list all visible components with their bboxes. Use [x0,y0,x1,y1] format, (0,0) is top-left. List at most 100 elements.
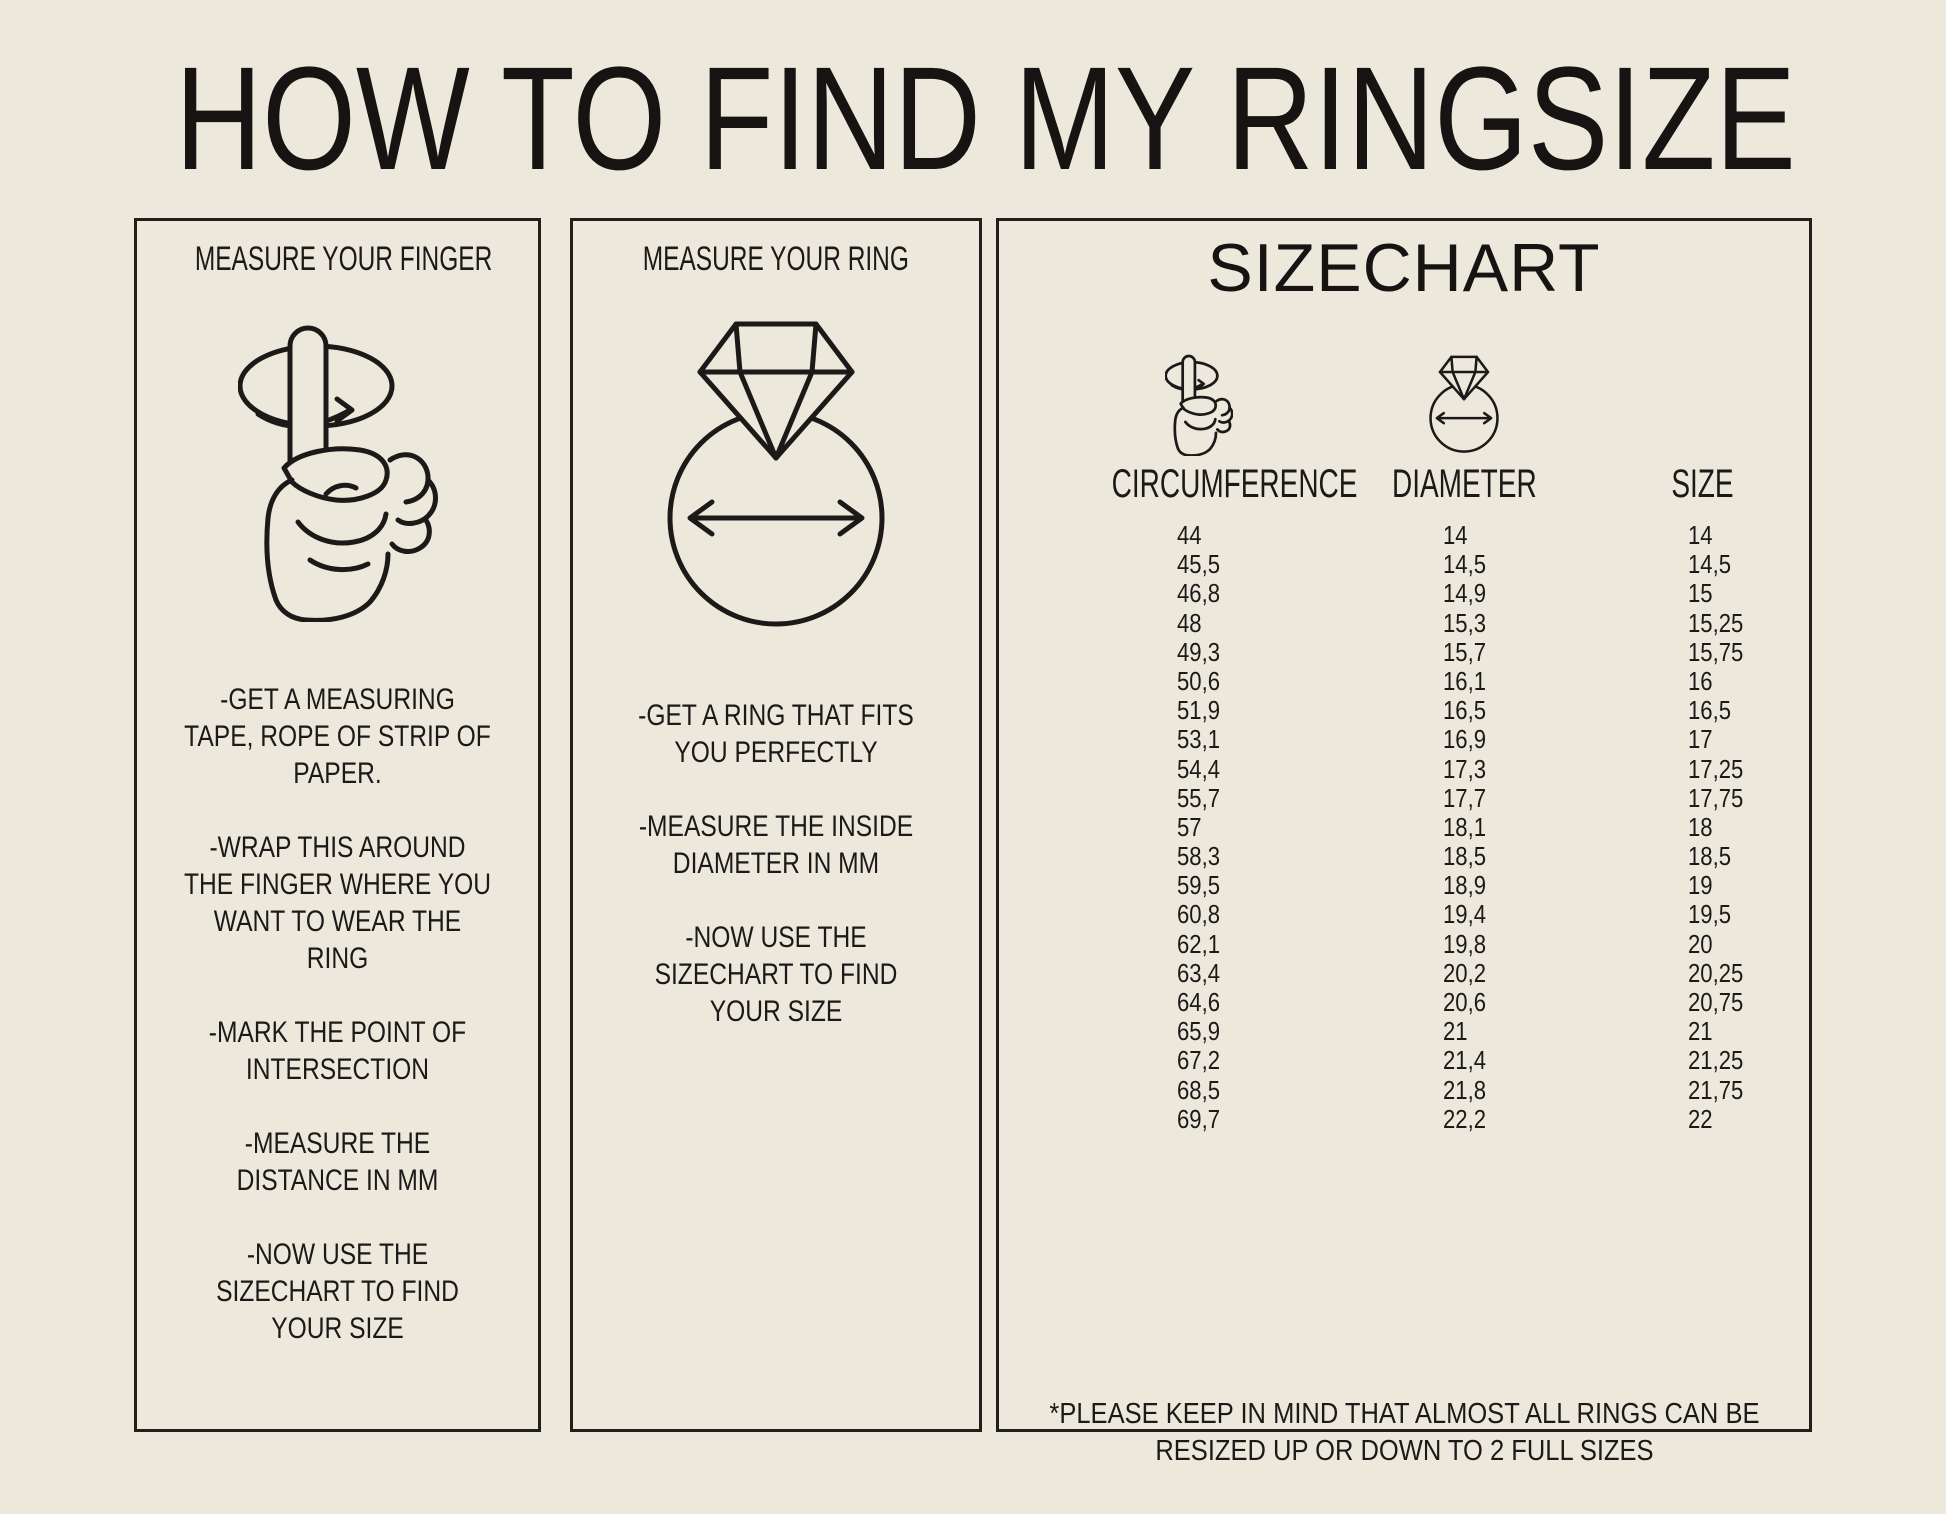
measure-finger-panel: MEASURE YOUR FINGER -GET [134,218,541,1432]
table-row: 65,9 21 21 [999,1016,1809,1047]
diameter-cell: 21,4 [1443,1045,1487,1076]
resize-footnote: *PLEASE KEEP IN MIND THAT ALMOST ALL RIN… [1048,1398,1760,1467]
finger-step-5: -NOW USE THE SIZECHART TO FIND YOUR SIZE [216,1238,459,1345]
circumference-icon-cell [1059,354,1339,456]
measure-finger-heading: MEASURE YOUR FINGER [194,240,493,278]
circumference-cell: 60,8 [1177,899,1221,930]
sizechart-column-icons [999,354,1809,456]
circumference-cell: 65,9 [1177,1016,1221,1047]
circumference-header: CIRCUMFERENCE [1111,462,1358,506]
size-cell: 15 [1688,578,1713,609]
diameter-cell: 16,5 [1443,695,1487,726]
ring-steps: -GET A RING THAT FITS YOU PERFECTLY -MEA… [573,697,979,1067]
size-cell: 17 [1688,724,1713,755]
size-cell: 15,25 [1688,607,1744,638]
size-cell: 19,5 [1688,899,1732,930]
size-cell: 15,75 [1688,636,1744,667]
table-row: 48 15,3 15,25 [999,607,1809,638]
circumference-cell: 46,8 [1177,578,1221,609]
circumference-cell: 63,4 [1177,957,1221,988]
table-row: 54,4 17,3 17,25 [999,753,1809,784]
diamond-ring-icon-small [1429,355,1499,453]
diameter-cell: 15,3 [1443,607,1487,638]
size-header: SIZE [1670,462,1734,506]
diameter-cell: 17,3 [1443,753,1487,784]
circumference-cell: 48 [1177,607,1202,638]
measure-ring-heading: MEASURE YOUR RING [642,240,910,278]
size-cell: 17,75 [1688,782,1744,813]
size-cell: 18 [1688,811,1713,842]
sizechart-panel: SIZECHART [996,218,1815,1467]
diameter-cell: 14,5 [1443,549,1487,580]
table-row: 45,5 14,5 14,5 [999,549,1809,580]
diamond-ring-icon [667,321,885,627]
diameter-cell: 14 [1443,520,1468,550]
table-row: 59,5 18,9 19 [999,871,1809,900]
diameter-cell: 16,9 [1443,724,1487,755]
circumference-cell: 62,1 [1177,928,1221,959]
finger-step-3: -MARK THE POINT OF INTERSECTION [208,1016,467,1086]
diameter-cell: 18,9 [1443,870,1487,901]
diameter-cell: 16,1 [1443,665,1487,696]
sizechart-heading: SIZECHART [1207,230,1601,306]
finger-steps: -GET A MEASURING TAPE, ROPE OF STRIP OF … [137,681,538,1384]
circumference-cell: 59,5 [1177,870,1221,901]
table-row: 63,4 20,2 20,25 [999,957,1809,988]
table-row: 50,6 16,1 16 [999,665,1809,696]
table-row: 53,1 16,9 17 [999,725,1809,754]
diameter-header: DIAMETER [1391,462,1537,506]
table-row: 68,5 21,8 21,75 [999,1074,1809,1105]
finger-wrap-illustration [137,322,538,622]
table-row: 62,1 19,8 20 [999,928,1809,959]
size-cell: 20,75 [1688,987,1744,1017]
finger-step-2: -WRAP THIS AROUND THE FINGER WHERE YOU W… [183,831,492,975]
ring-diameter-illustration [573,318,979,638]
table-row: 44 14 14 [999,520,1809,550]
table-row: 64,6 20,6 20,75 [999,987,1809,1017]
hand-measuring-tape-icon [237,325,438,622]
size-cell: 20,25 [1688,957,1744,988]
table-row: 57 18,1 18 [999,811,1809,842]
table-row: 51,9 16,5 16,5 [999,695,1809,726]
circumference-cell: 51,9 [1177,695,1221,726]
table-row: 46,8 14,9 15 [999,579,1809,608]
size-cell: 22 [1688,1103,1713,1134]
hand-measuring-tape-icon-small [1165,354,1233,456]
diameter-cell: 14,9 [1443,578,1487,609]
circumference-cell: 53,1 [1177,724,1221,755]
circumference-header-cell: CIRCUMFERENCE [1059,461,1358,507]
circumference-cell: 55,7 [1177,782,1221,813]
size-cell: 19 [1688,870,1713,901]
finger-step-4: -MEASURE THE DISTANCE IN MM [236,1127,439,1197]
size-icon-cell [1589,354,1815,456]
table-row: 49,3 15,7 15,75 [999,636,1809,667]
size-cell: 21 [1688,1016,1713,1047]
circumference-cell: 58,3 [1177,841,1221,872]
page-title: HOW TO FIND MY RINGSIZE [175,37,1796,201]
size-cell: 17,25 [1688,753,1744,784]
finger-step-1: -GET A MEASURING TAPE, ROPE OF STRIP OF … [184,683,491,790]
ring-step-1: -GET A RING THAT FITS YOU PERFECTLY [638,699,914,769]
diameter-cell: 17,7 [1443,782,1487,813]
diameter-cell: 19,4 [1443,899,1487,930]
size-cell: 21,75 [1688,1074,1744,1105]
size-cell: 21,25 [1688,1045,1744,1076]
diameter-cell: 21,8 [1443,1074,1487,1105]
size-cell: 18,5 [1688,841,1732,872]
circumference-cell: 67,2 [1177,1045,1221,1076]
circumference-cell: 49,3 [1177,636,1221,667]
diameter-cell: 22,2 [1443,1103,1487,1134]
size-header-cell: SIZE [1589,461,1815,507]
size-cell: 14,5 [1688,549,1732,580]
diameter-cell: 20,6 [1443,987,1487,1017]
circumference-cell: 57 [1177,811,1202,842]
ring-step-3: -NOW USE THE SIZECHART TO FIND YOUR SIZE [654,921,898,1028]
diameter-cell: 18,5 [1443,841,1487,872]
circumference-cell: 54,4 [1177,753,1221,784]
size-cell: 16 [1688,665,1713,696]
circumference-cell: 64,6 [1177,987,1221,1017]
table-row: 60,8 19,4 19,5 [999,900,1809,929]
diameter-cell: 19,8 [1443,928,1487,959]
sizechart-table: 44 14 14 45,5 14,5 14,5 46,8 14,9 15 48 … [999,520,1809,1134]
